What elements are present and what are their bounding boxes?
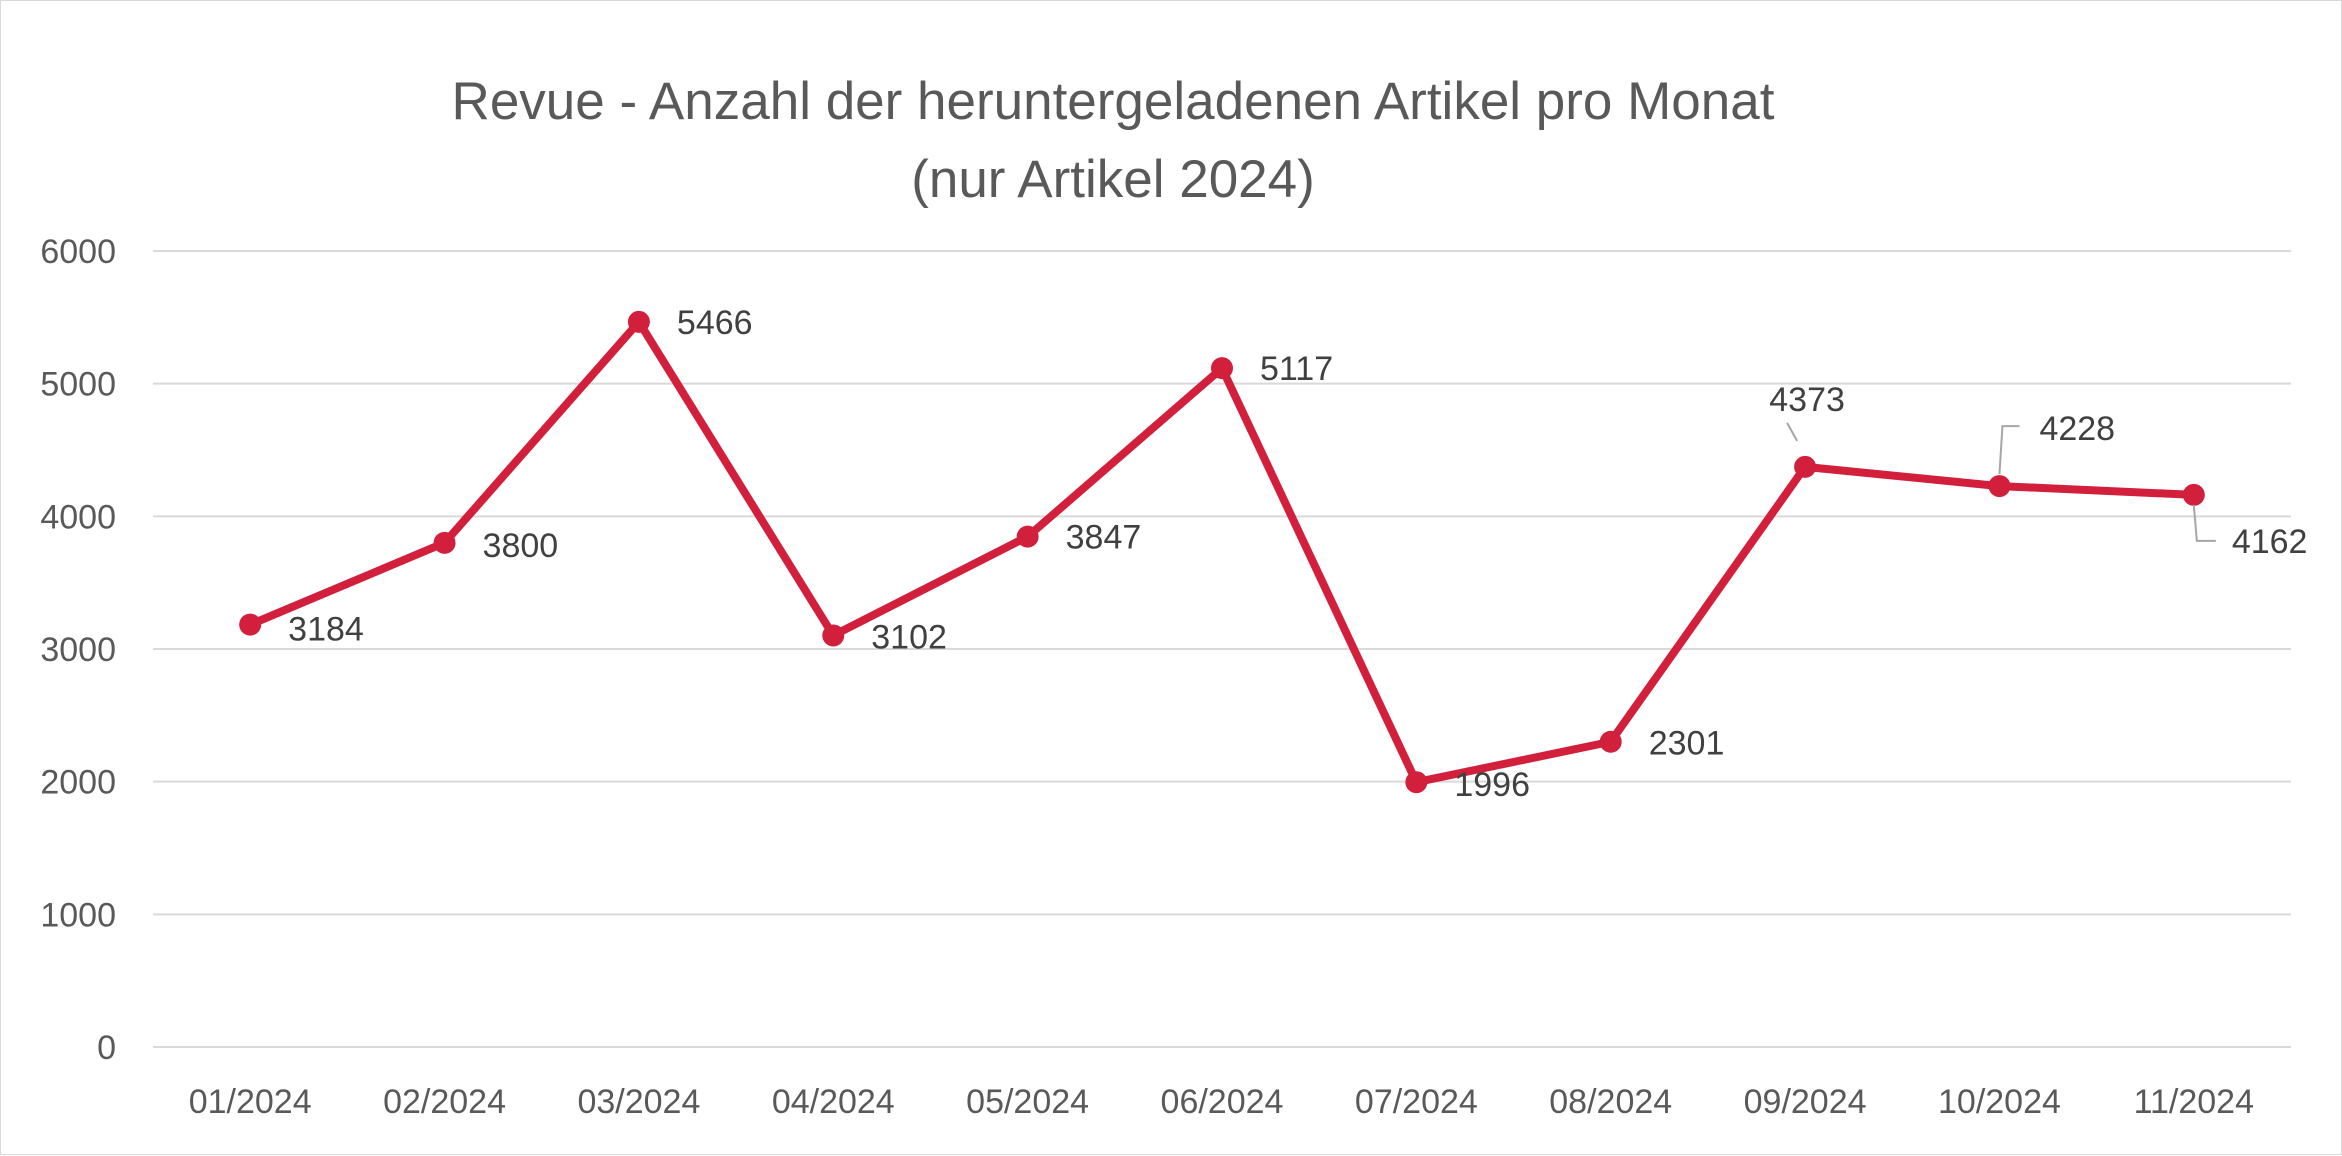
data-label: 2301 xyxy=(1649,725,1725,763)
data-point-07-2024 xyxy=(1405,771,1428,794)
x-axis: 01/2024 02/2024 03/2024 04/2024 05/2024 06/20… xyxy=(189,1083,2254,1121)
data-point-06-2024 xyxy=(1211,357,1233,380)
x-tick-label: 04/2024 xyxy=(772,1083,895,1121)
data-point-02-2024 xyxy=(433,531,456,554)
y-tick-label: 4000 xyxy=(40,498,116,536)
data-label: 3184 xyxy=(288,611,364,649)
y-tick-label: 3000 xyxy=(40,631,116,669)
series-downloads xyxy=(239,310,2205,794)
x-tick-label: 09/2024 xyxy=(1744,1083,1867,1121)
data-point-08-2024 xyxy=(1599,730,1622,753)
chart-subtitle: (nur Artikel 2024) xyxy=(911,150,1315,209)
data-label: 3847 xyxy=(1066,519,1142,557)
data-point-09-2024 xyxy=(1794,455,1817,478)
x-tick-label: 07/2024 xyxy=(1355,1083,1478,1121)
data-label: 5117 xyxy=(1260,350,1333,388)
x-tick-label: 05/2024 xyxy=(966,1083,1089,1121)
y-tick-label: 5000 xyxy=(40,366,116,404)
data-point-05-2024 xyxy=(1016,525,1039,548)
y-tick-label: 6000 xyxy=(40,233,116,271)
gridlines xyxy=(153,250,2291,1048)
y-tick-label: 1000 xyxy=(40,896,116,934)
data-label: 3800 xyxy=(483,527,559,565)
chart-title: Revue - Anzahl der heruntergeladenen Art… xyxy=(452,72,1775,131)
data-point-10-2024 xyxy=(1988,475,2011,498)
x-tick-label: 02/2024 xyxy=(383,1083,506,1121)
data-label-leader xyxy=(2192,504,2216,542)
data-label-leader xyxy=(1786,422,1798,442)
data-point-03-2024 xyxy=(627,310,650,333)
data-label: 4162 xyxy=(2232,523,2308,561)
data-label: 1996 xyxy=(1454,766,1530,804)
x-tick-label: 06/2024 xyxy=(1161,1083,1284,1121)
data-label-leader xyxy=(1998,425,2020,475)
x-tick-label: 11/2024 xyxy=(2134,1083,2254,1121)
data-label: 5466 xyxy=(677,304,753,342)
x-tick-label: 08/2024 xyxy=(1549,1083,1672,1121)
y-tick-label: 0 xyxy=(97,1029,116,1067)
x-tick-label: 01/2024 xyxy=(189,1083,312,1121)
data-label: 3102 xyxy=(871,618,947,656)
y-axis: 0 1000 2000 3000 4000 5000 6000 xyxy=(40,233,116,1067)
data-point-11-2024 xyxy=(2182,483,2205,506)
data-point-04-2024 xyxy=(822,624,845,647)
y-tick-label: 2000 xyxy=(40,764,116,802)
x-tick-label: 03/2024 xyxy=(577,1083,700,1121)
data-point-01-2024 xyxy=(239,613,262,636)
x-tick-label: 10/2024 xyxy=(1938,1083,2061,1121)
data-labels: 3184 3800 5466 3102 3847 5117 1996 2301 4373 4228… xyxy=(288,304,2307,804)
data-label: 4228 xyxy=(2039,410,2115,448)
data-label: 4373 xyxy=(1769,381,1845,419)
